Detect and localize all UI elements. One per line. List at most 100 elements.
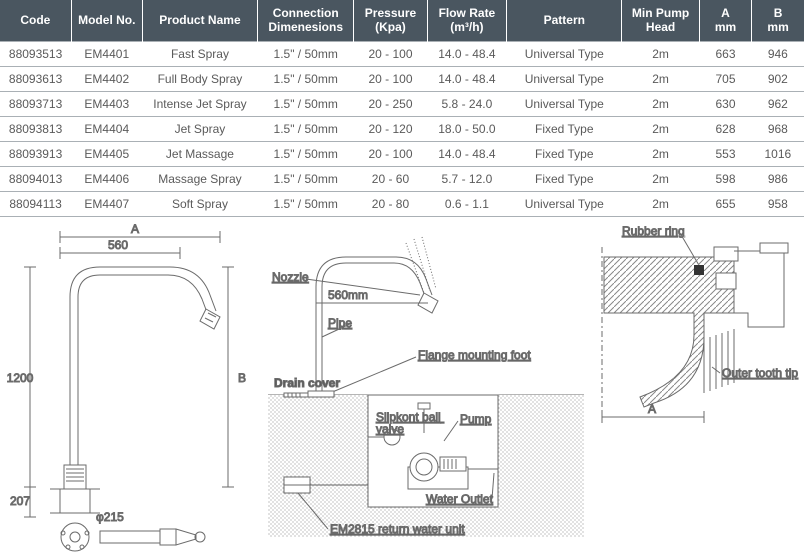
col-header-flow: Flow Rate(m³/h) — [427, 0, 507, 41]
cell-name: Jet Massage — [142, 141, 257, 166]
cell-a: 628 — [699, 116, 751, 141]
lbl-nozzle: Nozzle — [272, 270, 309, 284]
table-row: 88093913EM4405Jet Massage1.5" / 50mm20 -… — [0, 141, 804, 166]
diagram-left: A 560 1200 B — [0, 217, 268, 557]
cell-press: 20 - 120 — [354, 116, 427, 141]
cell-flow: 14.0 - 48.4 — [427, 66, 507, 91]
cell-conn: 1.5" / 50mm — [258, 191, 354, 216]
cell-model: EM4407 — [71, 191, 142, 216]
cell-conn: 1.5" / 50mm — [258, 166, 354, 191]
cell-model: EM4406 — [71, 166, 142, 191]
cell-pattern: Universal Type — [507, 66, 622, 91]
cell-name: Intense Jet Spray — [142, 91, 257, 116]
dim-1200: 1200 — [7, 371, 34, 385]
cell-pattern: Fixed Type — [507, 116, 622, 141]
spec-table: CodeModel No.Product NameConnectionDimen… — [0, 0, 804, 217]
cell-name: Massage Spray — [142, 166, 257, 191]
spec-table-head: CodeModel No.Product NameConnectionDimen… — [0, 0, 804, 41]
cell-b: 958 — [752, 191, 804, 216]
col-header-name: Product Name — [142, 0, 257, 41]
cell-model: EM4402 — [71, 66, 142, 91]
table-row: 88093513EM4401Fast Spray1.5" / 50mm20 - … — [0, 41, 804, 66]
dia-215: φ215 — [96, 510, 124, 524]
cell-name: Jet Spray — [142, 116, 257, 141]
cell-name: Full Body Spray — [142, 66, 257, 91]
diagram-right: Rubber ring Outer tooth tip — [584, 217, 804, 557]
lbl-pump: Pump — [460, 412, 492, 426]
table-row: 88094113EM4407Soft Spray1.5" / 50mm20 - … — [0, 191, 804, 216]
lbl-return-unit: EM2815 return water unit — [330, 522, 465, 536]
lbl-outer-tooth: Outer tooth tip — [722, 366, 798, 380]
cell-model: EM4404 — [71, 116, 142, 141]
cell-press: 20 - 80 — [354, 191, 427, 216]
cell-code: 88093613 — [0, 66, 71, 91]
lbl-flange: Flange mounting foot — [418, 348, 531, 362]
table-row: 88093613EM4402Full Body Spray1.5" / 50mm… — [0, 66, 804, 91]
cell-pump: 2m — [622, 91, 699, 116]
cell-pump: 2m — [622, 41, 699, 66]
cell-model: EM4401 — [71, 41, 142, 66]
cell-conn: 1.5" / 50mm — [258, 66, 354, 91]
cell-flow: 14.0 - 48.4 — [427, 41, 507, 66]
cell-press: 20 - 100 — [354, 141, 427, 166]
cell-name: Soft Spray — [142, 191, 257, 216]
cell-code: 88094013 — [0, 166, 71, 191]
dim-560mm: 560mm — [328, 288, 368, 302]
lbl-water-outlet: Water Outlet — [426, 492, 494, 506]
cell-pump: 2m — [622, 141, 699, 166]
spec-table-body: 88093513EM4401Fast Spray1.5" / 50mm20 - … — [0, 41, 804, 216]
table-row: 88094013EM4406Massage Spray1.5" / 50mm20… — [0, 166, 804, 191]
cell-press: 20 - 100 — [354, 41, 427, 66]
cell-a: 598 — [699, 166, 751, 191]
cell-conn: 1.5" / 50mm — [258, 41, 354, 66]
cell-code: 88093813 — [0, 116, 71, 141]
diagrams-area: A 560 1200 B — [0, 217, 804, 557]
cell-flow: 5.8 - 24.0 — [427, 91, 507, 116]
col-header-pattern: Pattern — [507, 0, 622, 41]
cell-press: 20 - 250 — [354, 91, 427, 116]
cell-conn: 1.5" / 50mm — [258, 91, 354, 116]
cell-flow: 18.0 - 50.0 — [427, 116, 507, 141]
cell-press: 20 - 60 — [354, 166, 427, 191]
cell-code: 88093513 — [0, 41, 71, 66]
cell-code: 88093913 — [0, 141, 71, 166]
lbl-pipe: Pipe — [328, 316, 352, 330]
table-row: 88093813EM4404Jet Spray1.5" / 50mm20 - 1… — [0, 116, 804, 141]
cell-pump: 2m — [622, 191, 699, 216]
cell-b: 1016 — [752, 141, 804, 166]
cell-b: 962 — [752, 91, 804, 116]
cell-code: 88094113 — [0, 191, 71, 216]
cell-b: 902 — [752, 66, 804, 91]
cell-a: 705 — [699, 66, 751, 91]
col-header-pump: Min PumpHead — [622, 0, 699, 41]
label-B: B — [238, 371, 246, 385]
cell-pattern: Universal Type — [507, 191, 622, 216]
col-header-a: Amm — [699, 0, 751, 41]
col-header-b: Bmm — [752, 0, 804, 41]
cell-flow: 14.0 - 48.4 — [427, 141, 507, 166]
cell-press: 20 - 100 — [354, 66, 427, 91]
dim-560: 560 — [108, 238, 128, 252]
cell-pump: 2m — [622, 116, 699, 141]
table-row: 88093713EM4403Intense Jet Spray1.5" / 50… — [0, 91, 804, 116]
cell-pattern: Fixed Type — [507, 141, 622, 166]
cell-flow: 5.7 - 12.0 — [427, 166, 507, 191]
label-A: A — [131, 222, 139, 236]
col-header-press: Pressure(Kpa) — [354, 0, 427, 41]
cell-pump: 2m — [622, 66, 699, 91]
cell-name: Fast Spray — [142, 41, 257, 66]
cell-pattern: Universal Type — [507, 41, 622, 66]
lbl-drain: Drain cover — [274, 376, 340, 390]
cell-b: 946 — [752, 41, 804, 66]
cell-b: 986 — [752, 166, 804, 191]
cell-a: 663 — [699, 41, 751, 66]
cell-a: 630 — [699, 91, 751, 116]
cell-a: 655 — [699, 191, 751, 216]
cell-code: 88093713 — [0, 91, 71, 116]
cell-b: 968 — [752, 116, 804, 141]
cell-a: 553 — [699, 141, 751, 166]
col-header-model: Model No. — [71, 0, 142, 41]
col-header-code: Code — [0, 0, 71, 41]
cell-model: EM4403 — [71, 91, 142, 116]
cell-conn: 1.5" / 50mm — [258, 141, 354, 166]
